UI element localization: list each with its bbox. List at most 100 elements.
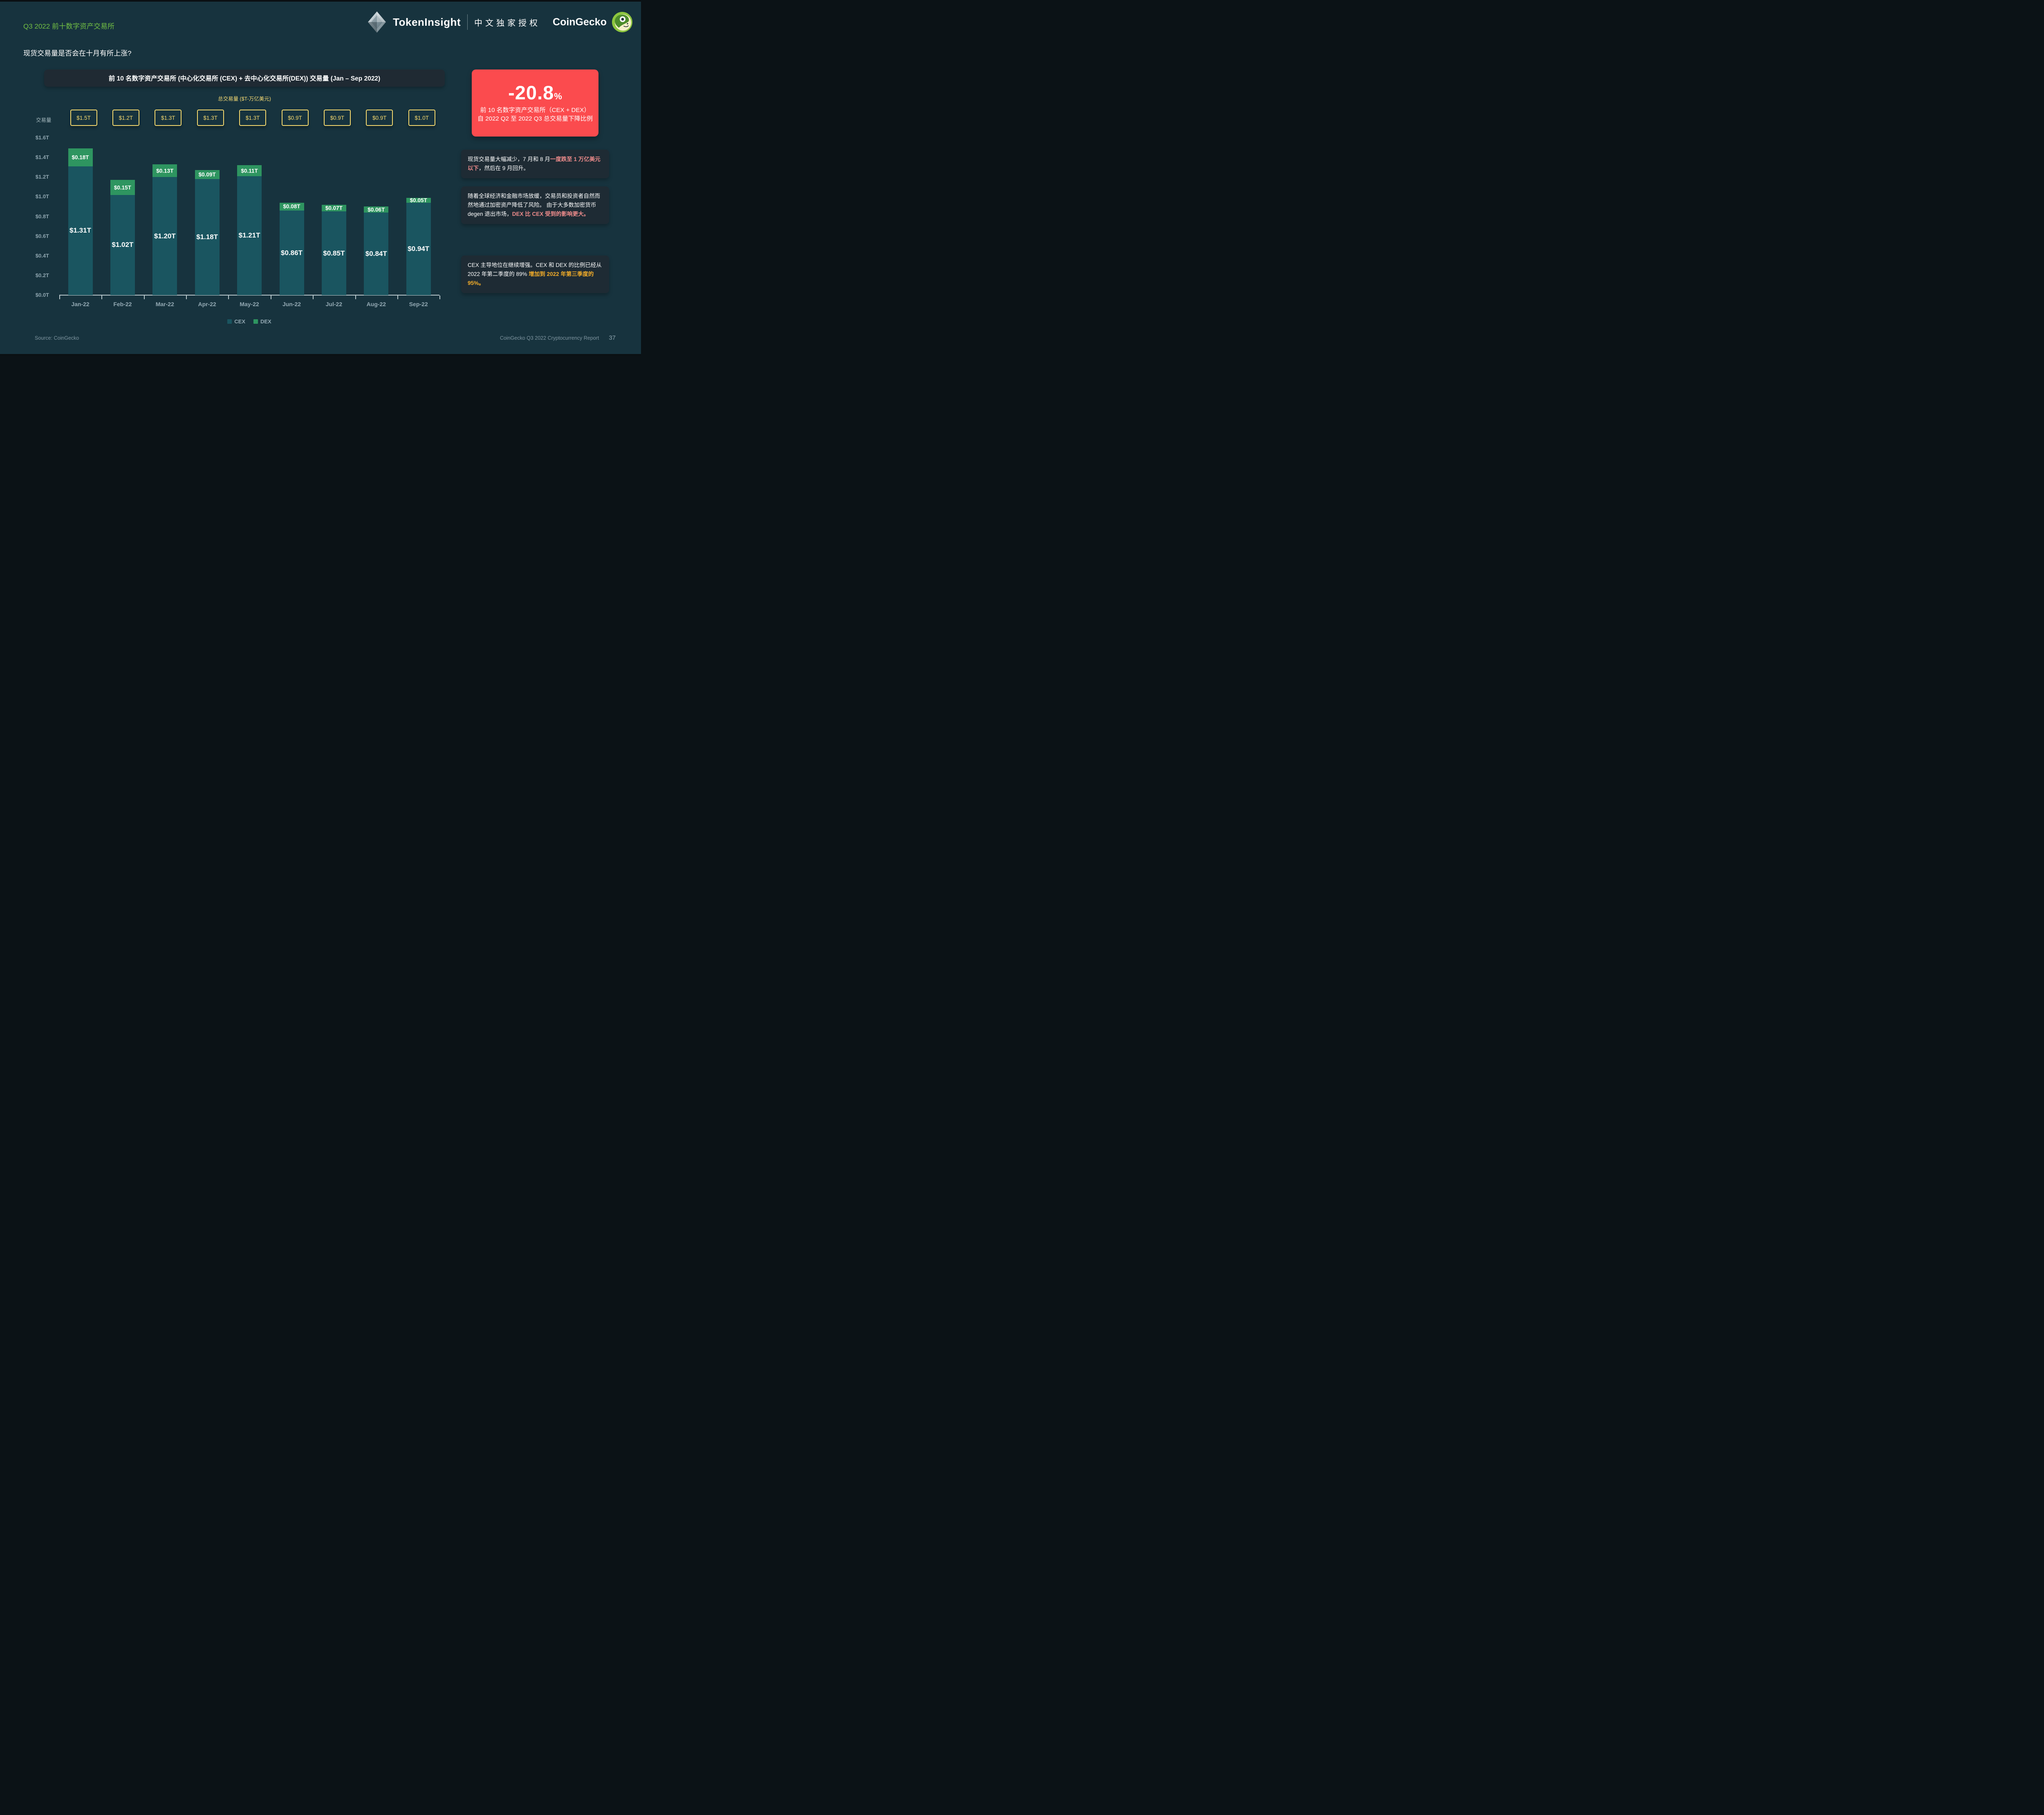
- chart-title-panel: 前 10 名数字资产交易所 (中心化交易所 (CEX) + 去中心化交易所(DE…: [44, 69, 445, 87]
- cex-bar-segment: [406, 202, 431, 295]
- cex-value-label: $0.86T: [281, 249, 303, 257]
- note-panel-spot-volume: 现货交易量大幅减少，7 月和 8 月一度跌至 1 万亿美元以下，然后在 9 月回…: [461, 150, 609, 178]
- note-text-highlight: 一度跌至 1 万亿美元以下: [468, 156, 601, 171]
- dex-value-label: $0.15T: [114, 184, 131, 191]
- y-axis-tick-label: $1.0T: [35, 193, 49, 200]
- dex-value-label: $0.11T: [241, 168, 258, 174]
- total-volume-box: $0.9T: [366, 110, 393, 126]
- y-axis-tick-label: $1.4T: [35, 154, 49, 161]
- cex-bar-segment: [195, 179, 220, 295]
- page-number: 37: [609, 334, 616, 341]
- x-axis-category-label: May-22: [240, 301, 259, 307]
- tokeninsight-wordmark: TokenInsight: [393, 16, 461, 28]
- cex-value-label: $0.84T: [365, 249, 387, 258]
- note-text-highlight: DEX 比 CEX 受到的影响更大。: [512, 211, 589, 217]
- x-axis-category-label: Jun-22: [282, 301, 301, 307]
- y-axis-tick-label: $0.4T: [35, 252, 49, 259]
- bottom-edge-strip: [0, 354, 641, 356]
- cex-bar-segment: [110, 195, 135, 295]
- dex-bar-segment: [237, 165, 262, 176]
- dex-bar-segment: [68, 148, 93, 166]
- legend-swatch-dex: [253, 319, 258, 324]
- x-axis-tick: [143, 296, 145, 299]
- stat-value: -20.8: [508, 81, 554, 103]
- footer-right: CoinGecko Q3 2022 Cryptocurrency Report …: [500, 334, 616, 341]
- cex-value-label: $0.94T: [408, 244, 430, 253]
- brand-row: TokenInsight 中文独家授权 CoinGecko: [368, 10, 633, 34]
- report-name: CoinGecko Q3 2022 Cryptocurrency Report: [500, 335, 599, 341]
- dex-value-label: $0.18T: [72, 154, 89, 161]
- dex-bar-segment: [321, 204, 346, 212]
- x-axis-tick: [355, 296, 356, 299]
- dex-bar-segment: [152, 164, 177, 177]
- page-question: 现货交易量是否会在十月有所上涨?: [23, 49, 132, 57]
- cex-bar-segment: [152, 177, 177, 295]
- dex-value-label: $0.06T: [368, 206, 385, 213]
- note-panel-derisking: 随着全球经济和金融市场放缓，交易员和投资者自然而然地通过加密资产降低了风险。 由…: [461, 186, 609, 224]
- total-volume-box: $1.3T: [239, 110, 267, 126]
- note-panel-cex-dominance: CEX 主导地位在继续增强。CEX 和 DEX 的比例已经从 2022 年第二季…: [461, 255, 609, 293]
- source-note: Source: CoinGecko: [35, 335, 79, 341]
- x-axis-category-label: Sep-22: [409, 301, 428, 307]
- cex-value-label: $1.02T: [112, 241, 134, 249]
- stat-percent-sign: %: [554, 91, 562, 101]
- total-volume-box: $0.9T: [281, 110, 309, 126]
- top-edge-strip: [0, 0, 641, 2]
- total-volume-box: $1.5T: [70, 110, 97, 126]
- cex-bar-segment: [364, 212, 389, 295]
- slide: Q3 2022 前十数字资产交易所 现货交易量是否会在十月有所上涨? Token…: [0, 0, 641, 356]
- dex-bar-segment: [364, 206, 389, 213]
- note-text-highlight: 增加到 2022 年第三季度的 95%。: [468, 271, 594, 286]
- total-volume-box: $1.0T: [408, 110, 435, 126]
- x-axis-tick: [186, 296, 187, 299]
- cex-value-label: $1.20T: [154, 232, 176, 240]
- tokeninsight-logo-icon: [368, 11, 386, 33]
- stat-value-row: -20.8%: [508, 83, 562, 102]
- cex-value-label: $0.85T: [323, 249, 345, 257]
- coingecko-logo-icon: [612, 11, 633, 33]
- y-axis-tick-label: $1.6T: [35, 134, 49, 141]
- cex-bar-segment: [321, 211, 346, 295]
- legend-label-cex: CEX: [234, 318, 245, 325]
- cex-value-label: $1.18T: [196, 233, 218, 241]
- y-axis-tick-label: $0.8T: [35, 213, 49, 220]
- chart-title: 前 10 名数字资产交易所 (中心化交易所 (CEX) + 去中心化交易所(DE…: [108, 75, 381, 82]
- note-text: 现货交易量大幅减少，7 月和 8 月: [468, 156, 550, 162]
- legend-item-cex: CEX: [227, 318, 245, 325]
- y-axis-tick-label: $0.6T: [35, 233, 49, 239]
- total-volume-box: $1.2T: [112, 110, 139, 126]
- x-axis-category-label: Mar-22: [155, 301, 174, 307]
- note-text: ，然后在 9 月回升。: [479, 165, 529, 171]
- dex-bar-segment: [195, 170, 220, 179]
- note-text: 随着全球经济和金融市场放缓，交易员和投资者自然而然地通过加密资产降低了风险。 由…: [468, 193, 600, 217]
- cex-bar-segment: [237, 176, 262, 295]
- dex-value-label: $0.05T: [410, 197, 427, 204]
- total-volume-box: $1.3T: [155, 110, 182, 126]
- y-axis-tick-label: $1.2T: [35, 174, 49, 180]
- chart-subtitle: 总交易量 ($T-万亿美元): [218, 96, 271, 102]
- cex-bar-segment: [279, 211, 304, 295]
- x-axis-tick: [313, 296, 314, 299]
- x-axis-line: [59, 295, 440, 296]
- x-axis-tick: [228, 296, 229, 299]
- dex-value-label: $0.08T: [283, 203, 300, 210]
- dex-bar-segment: [110, 180, 135, 195]
- decline-stat-card: -20.8% 前 10 名数字资产交易所（CEX + DEX）自 2022 Q2…: [472, 69, 598, 137]
- x-axis-category-label: Jul-22: [325, 301, 343, 307]
- brand-divider: [467, 14, 468, 30]
- x-axis-tick: [397, 296, 398, 299]
- y-axis-tick-label: $0.2T: [35, 272, 49, 278]
- cex-value-label: $1.31T: [69, 226, 91, 235]
- chart-legend: CEX DEX: [0, 318, 499, 325]
- legend-item-dex: DEX: [253, 318, 271, 325]
- x-axis-tick: [101, 296, 103, 299]
- total-volume-box: $1.3T: [197, 110, 224, 126]
- dex-bar-segment: [279, 202, 304, 211]
- volume-row-label: 交易量: [36, 117, 52, 123]
- x-axis-category-label: Aug-22: [366, 301, 386, 307]
- cex-bar-segment: [68, 166, 93, 295]
- x-axis-category-label: Feb-22: [113, 301, 132, 307]
- x-axis-tick: [439, 296, 441, 299]
- dex-bar-segment: [406, 197, 431, 203]
- total-volume-box: $0.9T: [323, 110, 351, 126]
